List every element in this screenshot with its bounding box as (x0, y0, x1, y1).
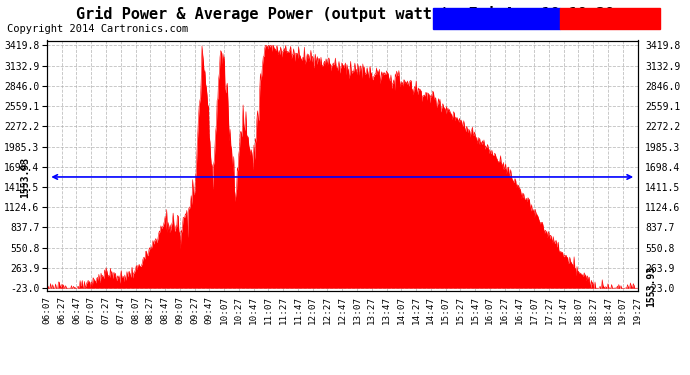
Text: 1553.93: 1553.93 (647, 266, 656, 307)
Text: Grid  (AC Watts): Grid (AC Watts) (567, 13, 653, 22)
Text: Average  (AC Watts): Average (AC Watts) (445, 13, 548, 22)
Text: Copyright 2014 Cartronics.com: Copyright 2014 Cartronics.com (7, 24, 188, 34)
Text: 1553.93: 1553.93 (20, 156, 30, 198)
Text: Grid Power & Average Power (output watts)  Fri Apr 18 19:39: Grid Power & Average Power (output watts… (76, 6, 614, 22)
